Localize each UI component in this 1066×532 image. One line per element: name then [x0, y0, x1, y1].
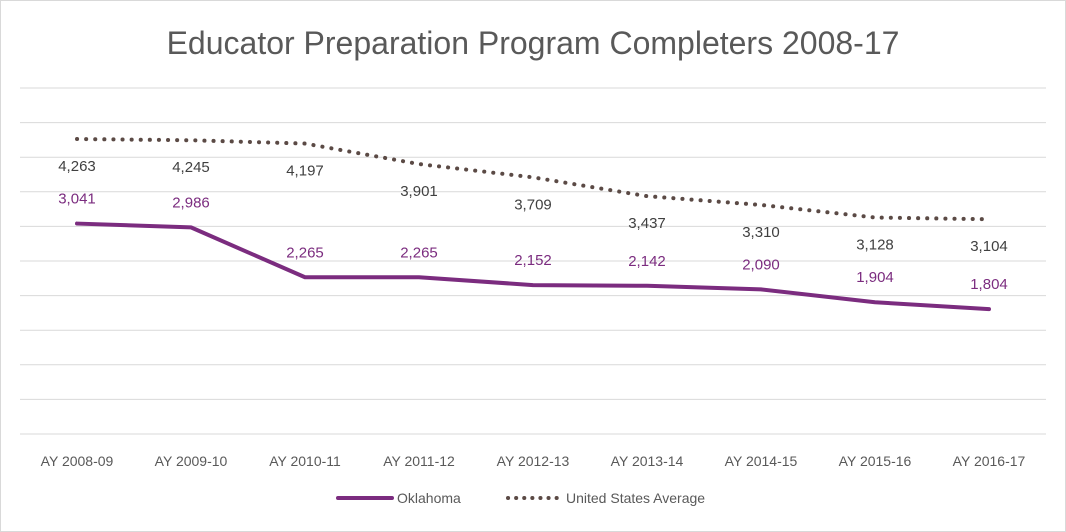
us-average-data-label: 3,709 — [514, 196, 552, 213]
x-tick-label: AY 2008-09 — [41, 453, 114, 469]
x-tick-label: AY 2011-12 — [383, 453, 455, 469]
us-average-data-label: 4,263 — [58, 158, 96, 175]
x-tick-label: AY 2010-11 — [269, 453, 341, 469]
legend: Oklahoma United States Average — [336, 490, 705, 506]
data-labels: 3,041 2,986 2,265 2,265 2,152 2,142 2,090 1,904… — [58, 158, 1008, 293]
oklahoma-line — [75, 221, 991, 312]
oklahoma-data-label: 2,265 — [400, 244, 438, 261]
legend-label-oklahoma: Oklahoma — [397, 490, 461, 506]
x-tick-label: AY 2016-17 — [953, 453, 1026, 469]
oklahoma-data-label: 2,152 — [514, 252, 552, 269]
oklahoma-data-label: 2,090 — [742, 256, 780, 273]
series-group — [75, 137, 991, 312]
us-average-data-label: 3,437 — [628, 215, 666, 232]
oklahoma-data-label: 2,986 — [172, 194, 210, 211]
x-tick-label: AY 2009-10 — [155, 453, 228, 469]
x-tick-label: AY 2013-14 — [611, 453, 684, 469]
us-average-data-label: 3,128 — [856, 237, 894, 254]
x-tick-label: AY 2014-15 — [725, 453, 798, 469]
us-average-data-label: 4,245 — [172, 159, 210, 176]
gridlines — [20, 87, 1046, 435]
x-axis-ticks: AY 2008-09 AY 2009-10 AY 2010-11 AY 2011-12… — [41, 453, 1026, 469]
us-average-data-label: 3,901 — [400, 183, 438, 200]
us-average-data-label: 4,197 — [286, 163, 324, 180]
legend-item-us-average: United States Average — [506, 490, 705, 506]
oklahoma-data-label: 1,804 — [970, 276, 1008, 293]
legend-item-oklahoma: Oklahoma — [336, 490, 461, 506]
oklahoma-data-label: 1,904 — [856, 269, 894, 286]
oklahoma-data-label: 3,041 — [58, 191, 96, 208]
legend-label-us-average: United States Average — [566, 490, 705, 506]
us-average-data-label: 3,310 — [742, 224, 780, 241]
us-average-line — [75, 137, 991, 222]
oklahoma-data-label: 2,265 — [286, 244, 324, 261]
us-average-data-label: 3,104 — [970, 238, 1008, 255]
chart-title: Educator Preparation Program Completers … — [167, 25, 900, 61]
x-tick-label: AY 2012-13 — [497, 453, 570, 469]
x-tick-label: AY 2015-16 — [839, 453, 912, 469]
oklahoma-data-label: 2,142 — [628, 253, 666, 270]
